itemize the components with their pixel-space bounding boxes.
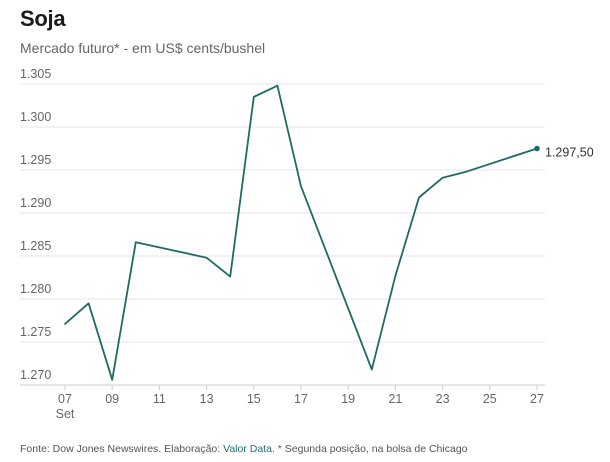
chart-subtitle: Mercado futuro* - em US$ cents/bushel [20,40,266,56]
line-chart: 1.270 1.275 1.280 1.285 1.290 1.295 1.300 1.305… [20,67,594,421]
series-line [64,84,538,381]
x-tick-label: 19 [341,392,355,406]
x-tick-label: 17 [294,392,308,406]
y-tick-label: 1.305 [20,67,51,81]
y-tick-label: 1.290 [20,196,51,210]
y-tick-label: 1.270 [20,368,51,382]
x-tick-label: 15 [247,392,261,406]
last-value-label: 1.297,50 [545,146,594,160]
footer-suffix: . * Segunda posição, na bolsa de Chicago [271,443,468,455]
data-label-layer: 1.297,50 [545,146,594,160]
series-layer [64,84,540,381]
y-axis-ticks: 1.270 1.275 1.280 1.285 1.290 1.295 1.300 1.305 [20,67,51,382]
grid-layer [20,83,545,386]
x-tick-label: 07 [58,392,72,406]
x-tick-label: 23 [436,392,450,406]
x-tick-label: 11 [153,392,166,406]
x-tick-label: 25 [483,392,497,406]
y-tick-label: 1.280 [20,282,51,296]
footer-prefix: Fonte: Dow Jones Newswires. Elaboração: [20,443,224,455]
y-tick-label: 1.295 [20,153,51,167]
y-tick-label: 1.275 [20,325,51,339]
chart-title: Soja [20,6,66,31]
x-axis-ticks: 07 09 11 13 15 17 19 21 23 25 27 Set [56,385,544,421]
y-tick-label: 1.300 [20,110,51,124]
x-month-label: Set [56,407,75,421]
last-point-marker [534,145,540,152]
x-tick-label: 21 [388,392,402,406]
x-tick-label: 13 [200,392,214,406]
x-tick-label: 09 [105,392,119,406]
y-tick-label: 1.285 [20,239,51,253]
x-tick-label: 27 [530,392,544,406]
footer-brand-link[interactable]: Valor Data [223,443,272,455]
source-footer: Fonte: Dow Jones Newswires. Elaboração: … [20,443,468,455]
